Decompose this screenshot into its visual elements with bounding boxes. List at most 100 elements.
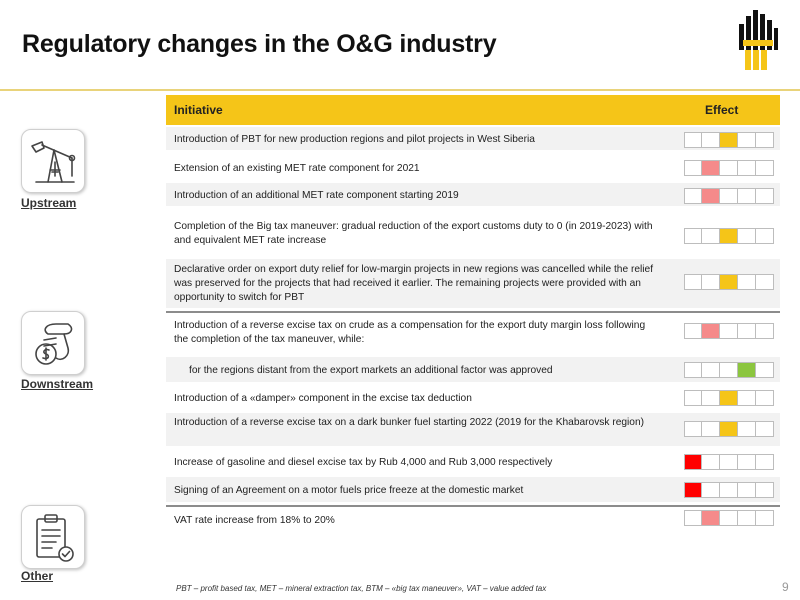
effect-cell — [684, 160, 702, 176]
effect-cell — [756, 323, 774, 339]
effect-cell — [738, 482, 756, 498]
effect-cell — [738, 510, 756, 526]
effect-cell — [756, 362, 774, 378]
effect-cell-marked — [720, 390, 738, 406]
effect-cell-marked — [738, 362, 756, 378]
effect-cell — [738, 454, 756, 470]
effect-scale — [684, 132, 774, 148]
effect-scale — [684, 510, 774, 526]
effect-cell — [702, 421, 720, 437]
effect-cell — [756, 510, 774, 526]
effect-cell — [720, 454, 738, 470]
effect-cell — [738, 390, 756, 406]
effect-cell — [684, 274, 702, 290]
effect-cell — [702, 390, 720, 406]
table-row: VAT rate increase from 18% to 20% — [166, 509, 780, 533]
initiative-text: Extension of an existing MET rate compon… — [174, 163, 420, 174]
initiative-text: Introduction of a «damper» component in … — [174, 393, 472, 404]
effect-cell — [684, 323, 702, 339]
effect-cell — [756, 390, 774, 406]
table-row: for the regions distant from the export … — [166, 357, 780, 383]
table-row: Declarative order on export duty relief … — [166, 259, 780, 309]
section-separator — [166, 505, 780, 507]
effect-cell — [702, 132, 720, 148]
effect-cell — [756, 228, 774, 244]
effect-cell — [684, 132, 702, 148]
effect-cell-marked — [720, 274, 738, 290]
initiative-text: Declarative order on export duty relief … — [174, 264, 654, 303]
effect-scale — [684, 188, 774, 204]
initiative-text: Introduction of PBT for new production r… — [174, 134, 535, 145]
effect-cell — [702, 454, 720, 470]
effect-scale — [684, 362, 774, 378]
effect-cell — [684, 188, 702, 204]
effect-cell-marked — [720, 421, 738, 437]
effect-cell-marked — [684, 454, 702, 470]
effect-cell-marked — [702, 323, 720, 339]
effect-scale — [684, 454, 774, 470]
upstream-icon-box — [21, 129, 85, 193]
initiative-text: Introduction of an additional MET rate c… — [174, 190, 459, 201]
effect-cell-marked — [720, 228, 738, 244]
category-other: Other — [21, 569, 54, 583]
effect-cell — [720, 160, 738, 176]
effect-cell-marked — [684, 482, 702, 498]
effect-scale — [684, 228, 774, 244]
footnote: PBT – profit based tax, MET – mineral ex… — [176, 584, 547, 593]
table-row: Completion of the Big tax maneuver: grad… — [166, 213, 780, 257]
effect-cell — [720, 482, 738, 498]
effect-cell — [756, 454, 774, 470]
initiative-text: Signing of an Agreement on a motor fuels… — [174, 485, 524, 496]
effect-cell — [738, 160, 756, 176]
effect-cell — [756, 421, 774, 437]
other-icon-box — [21, 505, 85, 569]
title-divider — [0, 89, 800, 91]
clipboard-check-icon — [36, 514, 74, 562]
fuel-nozzle-money-icon — [35, 323, 73, 365]
effect-cell — [738, 323, 756, 339]
effect-cell — [684, 362, 702, 378]
effect-cell — [684, 228, 702, 244]
effect-cell — [684, 421, 702, 437]
table-row: Signing of an Agreement on a motor fuels… — [166, 477, 780, 503]
effect-cell — [738, 188, 756, 204]
oil-pumpjack-icon — [31, 141, 76, 183]
effect-cell-marked — [702, 160, 720, 176]
table-row: Introduction of a «damper» component in … — [166, 385, 780, 411]
effect-cell — [738, 274, 756, 290]
effect-scale — [684, 421, 774, 437]
initiatives-table: Initiative Effect Introduction of PBT fo… — [166, 95, 780, 533]
initiative-text: Completion of the Big tax maneuver: grad… — [174, 221, 653, 246]
effect-scale — [684, 160, 774, 176]
effect-cell — [720, 188, 738, 204]
effect-cell-marked — [702, 510, 720, 526]
page-number: 9 — [782, 580, 789, 594]
effect-scale — [684, 323, 774, 339]
category-upstream: Upstream — [21, 196, 77, 210]
effect-cell — [720, 362, 738, 378]
effect-cell — [702, 228, 720, 244]
table-row: Extension of an existing MET rate compon… — [166, 155, 780, 181]
effect-cell — [738, 228, 756, 244]
effect-cell — [756, 274, 774, 290]
effect-scale — [684, 274, 774, 290]
effect-cell — [756, 160, 774, 176]
effect-cell-marked — [702, 188, 720, 204]
header-effect: Effect — [705, 103, 739, 117]
effect-cell — [738, 421, 756, 437]
initiative-text: for the regions distant from the export … — [189, 365, 553, 376]
effect-cell — [756, 188, 774, 204]
effect-cell — [756, 482, 774, 498]
table-header: Initiative Effect — [166, 95, 780, 125]
effect-cell — [720, 323, 738, 339]
page-title: Regulatory changes in the O&G industry — [22, 30, 497, 58]
initiative-text: VAT rate increase from 18% to 20% — [174, 515, 335, 526]
initiative-text: Introduction of a reverse excise tax on … — [174, 417, 645, 428]
effect-cell — [720, 510, 738, 526]
effect-cell-marked — [720, 132, 738, 148]
effect-cell — [702, 362, 720, 378]
effect-cell — [702, 482, 720, 498]
rosneft-logo — [735, 10, 781, 70]
header-initiative: Initiative — [174, 103, 223, 117]
effect-cell — [702, 274, 720, 290]
